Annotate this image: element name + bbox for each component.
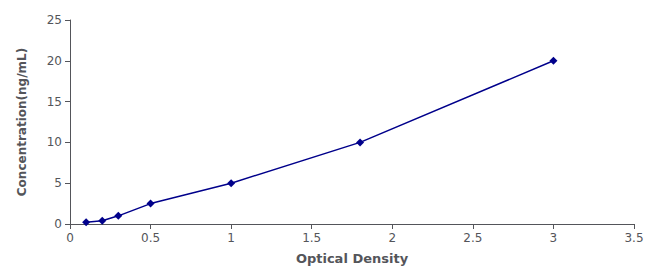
svg-text:5: 5: [54, 176, 62, 190]
svg-text:15: 15: [47, 95, 62, 109]
svg-text:1: 1: [227, 231, 235, 245]
svg-text:2: 2: [388, 231, 396, 245]
svg-text:Concentration(ng/mL): Concentration(ng/mL): [15, 48, 29, 196]
svg-text:3: 3: [550, 231, 558, 245]
svg-text:0: 0: [66, 231, 74, 245]
svg-text:3.5: 3.5: [624, 231, 643, 245]
svg-text:Optical Density: Optical Density: [296, 251, 409, 266]
svg-text:20: 20: [47, 54, 62, 68]
svg-text:2.5: 2.5: [463, 231, 482, 245]
svg-text:0.5: 0.5: [141, 231, 160, 245]
svg-text:25: 25: [47, 13, 62, 27]
svg-text:0: 0: [54, 217, 62, 231]
svg-text:1.5: 1.5: [302, 231, 321, 245]
svg-text:10: 10: [47, 135, 62, 149]
